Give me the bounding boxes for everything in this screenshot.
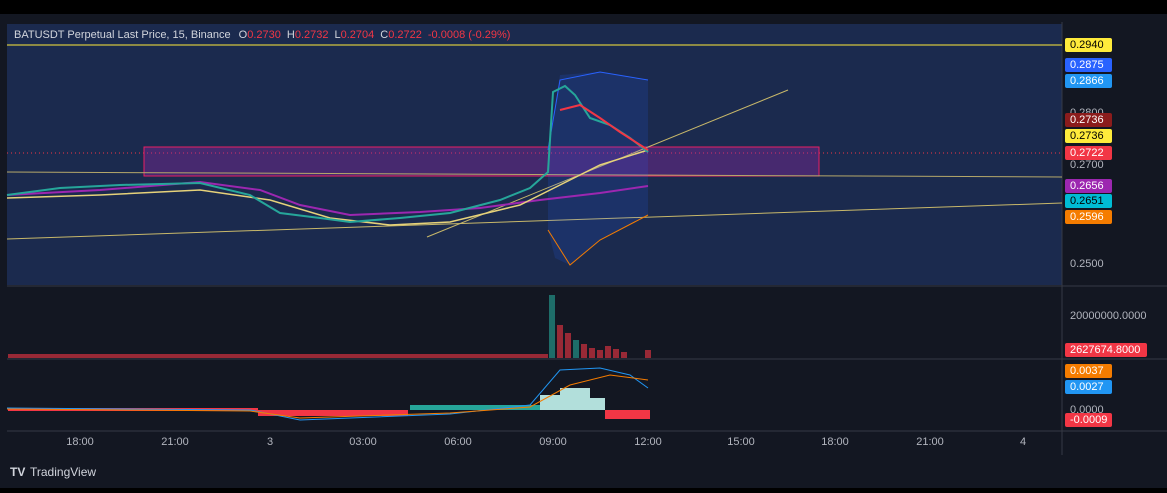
zone [143,146,820,177]
ohlc-label: C [380,29,388,41]
header: BATUSDT Perpetual Last Price, 15, Binanc… [14,29,510,41]
axis-label: 0.2700 [1070,159,1104,171]
axis-label: 0.2866 [1070,75,1104,87]
axis-label: 20000000.0000 [1070,310,1146,322]
axis-label: 0.2736 [1070,130,1104,142]
ohlc-value: 0.2732 [295,29,329,41]
time-label: 21:00 [161,436,189,448]
time-label: 09:00 [539,436,567,448]
time-label: 03:00 [349,436,377,448]
price [559,103,649,151]
trendline [6,202,1063,240]
time-label: 15:00 [727,436,755,448]
ohlc-value: 0.2730 [247,29,281,41]
price-badge [1065,113,1112,127]
axis-label: 0.0027 [1070,381,1104,393]
price-pane [7,24,1062,285]
ohlc-value: 0.2704 [341,29,375,41]
axis-label: 0.2875 [1070,59,1104,71]
price-badge [1065,364,1112,378]
price [6,84,649,224]
price-badge [1065,146,1112,160]
axis-label: 0.2722 [1070,147,1104,159]
logo-mark: TV [10,465,25,479]
price-badge [1065,380,1112,394]
axis-label: 0.0037 [1070,365,1104,377]
top-bar [0,0,1167,14]
price-badge [1065,194,1112,208]
ohlc-value: 0.2722 [388,29,422,41]
upper-band [547,71,649,151]
ohlc-label: H [287,29,295,41]
bollinger-band [548,72,648,265]
time-label: 21:00 [916,436,944,448]
volume-pane [7,288,1062,358]
axis-label: 0.2500 [1070,258,1104,270]
price-badge [1065,58,1112,72]
axis-label: 0.2736 [1070,114,1104,126]
time-label: 06:00 [444,436,472,448]
price-badge [1065,38,1112,52]
axis-label: 0.2596 [1070,211,1104,223]
symbol: BATUSDT Perpetual Last Price, 15, Binanc… [14,29,231,41]
ohlc-label: L [334,29,340,41]
axis-label: 0.2651 [1070,195,1104,207]
axis-label: 0.0000 [1070,404,1104,416]
brand: TradingView [30,465,96,479]
time-label: 3 [267,436,273,448]
axis-label: 0.2656 [1070,180,1104,192]
time-label: 18:00 [66,436,94,448]
trendline [6,171,1063,178]
time-label: 4 [1020,436,1026,448]
time-label: 12:00 [634,436,662,448]
price-badge [1065,74,1112,88]
price-badge [1065,129,1112,143]
price-badge [1065,343,1147,357]
signal-line [6,374,649,419]
price-badge [1065,179,1112,193]
price-badge [1065,210,1112,224]
axis-label: 2627674.8000 [1070,344,1140,356]
moving-average [6,149,649,226]
time-label: 18:00 [821,436,849,448]
macd-pane [7,361,1062,430]
price-badge [1065,413,1112,427]
volume-bars [8,295,651,358]
ohlc-label: O [239,29,248,41]
lower-band [547,214,649,266]
change: -0.0008 (-0.29%) [428,29,511,41]
axis-label: -0.0009 [1070,414,1107,426]
axis-label: 0.2940 [1070,39,1104,51]
